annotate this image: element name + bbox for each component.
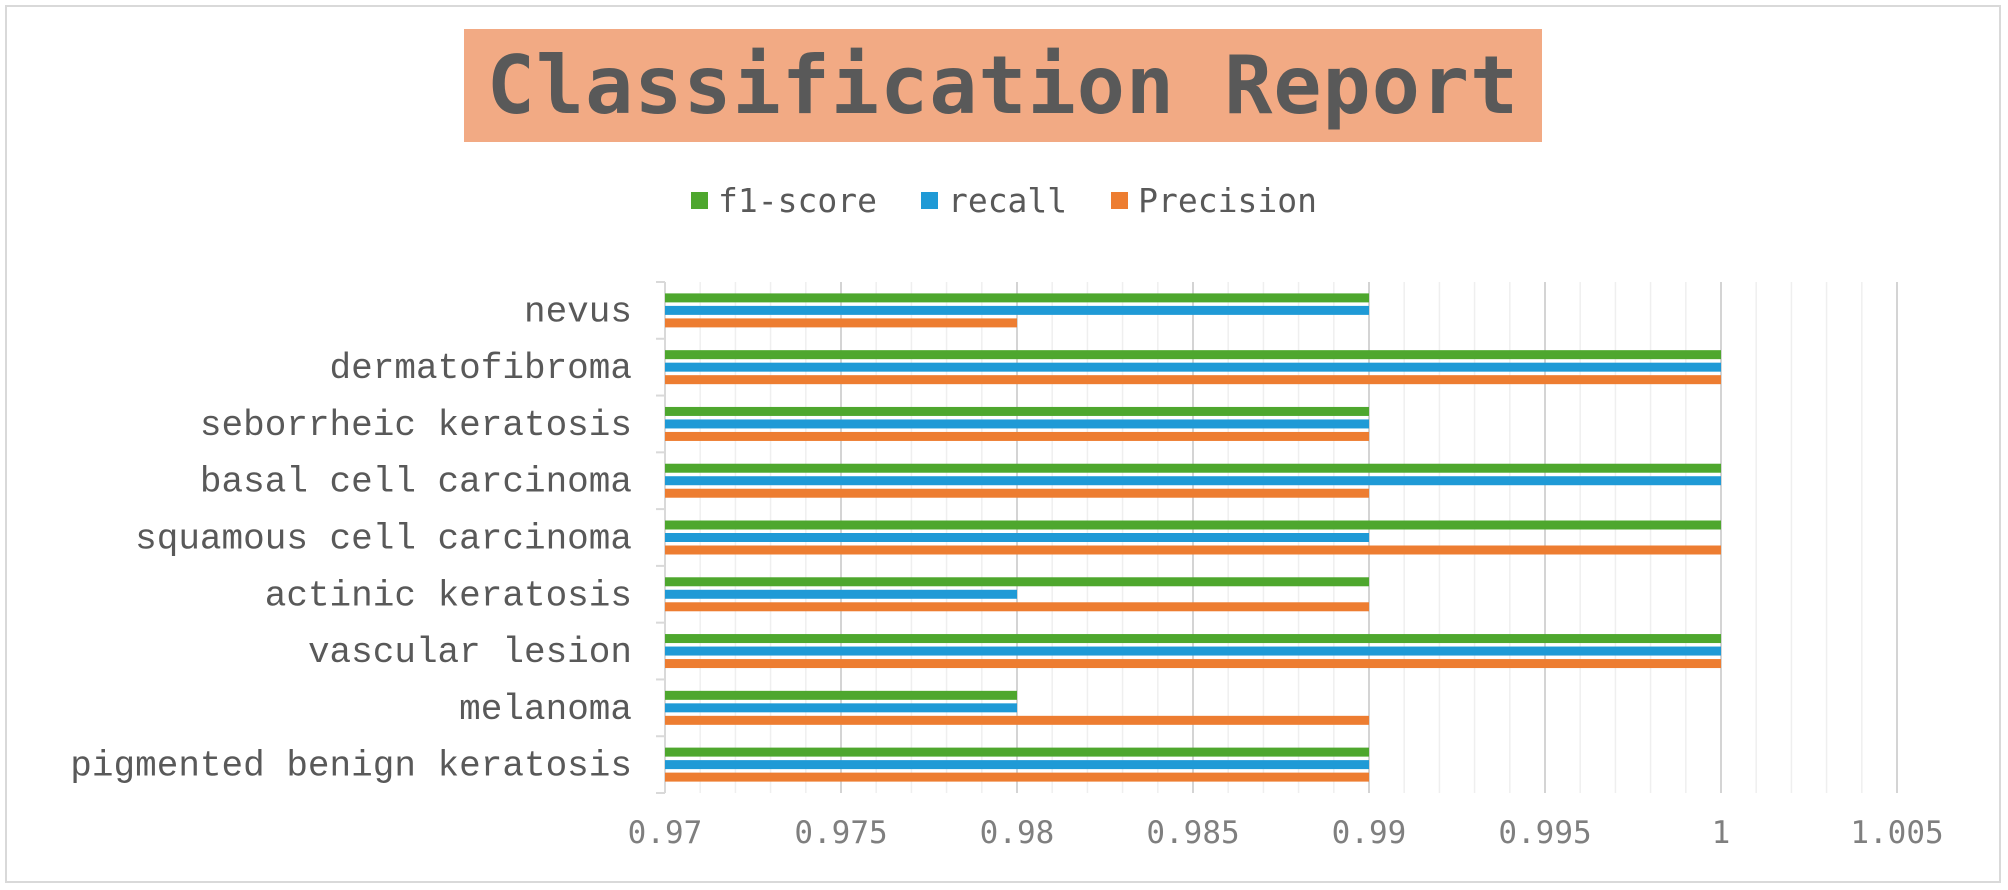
legend-swatch-f1-score — [691, 191, 708, 209]
bar-precision-squamous-cell-carcinoma — [665, 545, 1721, 555]
bar-precision-nevus — [665, 318, 1017, 328]
category-label-squamous-cell-carcinoma: squamous cell carcinoma — [135, 519, 632, 560]
legend-item-recall: recall — [920, 180, 1068, 220]
legend-label-f1-score: f1-score — [718, 180, 877, 220]
legend-label-precision: Precision — [1138, 180, 1317, 220]
legend-item-precision: Precision — [1111, 181, 1317, 220]
chart-title-banner: Classification Report — [464, 29, 1542, 142]
bar-f1-score-pigmented-benign-keratosis — [665, 747, 1369, 757]
category-label-pigmented-benign-keratosis: pigmented benign keratosis — [70, 746, 632, 787]
x-tick-label: 1 — [1712, 815, 1731, 851]
bar-recall-seborrheic-keratosis — [665, 419, 1369, 429]
bar-precision-dermatofibroma — [665, 375, 1721, 385]
category-label-melanoma: melanoma — [459, 689, 632, 730]
bar-precision-melanoma — [665, 715, 1369, 725]
bar-precision-vascular-lesion — [665, 659, 1721, 669]
legend-item-f1-score: f1-score — [691, 181, 877, 220]
category-label-actinic-keratosis: actinic keratosis — [265, 575, 632, 616]
bar-f1-score-squamous-cell-carcinoma — [665, 520, 1721, 530]
bar-f1-score-melanoma — [665, 690, 1017, 700]
bar-recall-squamous-cell-carcinoma — [665, 533, 1369, 542]
chart-frame — [5, 5, 2001, 883]
x-tick-label: 1.005 — [1850, 815, 1943, 851]
legend-swatch-precision — [1111, 191, 1129, 209]
bar-recall-pigmented-benign-keratosis — [665, 760, 1369, 770]
legend-swatch-recall — [920, 191, 938, 209]
category-label-nevus: nevus — [524, 291, 632, 332]
chart-legend: f1-score recall Precision — [0, 178, 2008, 222]
bar-f1-score-vascular-lesion — [665, 634, 1721, 644]
x-tick-label: 0.975 — [794, 815, 887, 851]
bar-precision-seborrheic-keratosis — [665, 431, 1369, 441]
bar-f1-score-nevus — [665, 293, 1369, 303]
bar-recall-basal-cell-carcinoma — [665, 476, 1721, 486]
x-tick-label: 0.98 — [980, 815, 1055, 851]
bar-precision-basal-cell-carcinoma — [665, 488, 1369, 498]
category-label-dermatofibroma: dermatofibroma — [330, 348, 632, 389]
category-label-seborrheic-keratosis: seborrheic keratosis — [200, 405, 632, 446]
category-label-vascular-lesion: vascular lesion — [308, 632, 632, 673]
bar-recall-vascular-lesion — [665, 646, 1721, 656]
bar-f1-score-basal-cell-carcinoma — [665, 463, 1721, 473]
bar-recall-nevus — [665, 305, 1369, 315]
x-tick-label: 0.99 — [1332, 815, 1407, 851]
x-tick-label: 0.995 — [1498, 815, 1591, 851]
legend-label-recall: recall — [947, 180, 1068, 220]
bar-precision-actinic-keratosis — [665, 602, 1369, 612]
bar-recall-melanoma — [665, 703, 1017, 713]
x-tick-label: 0.985 — [1146, 815, 1239, 851]
bar-recall-actinic-keratosis — [665, 589, 1017, 599]
bar-precision-pigmented-benign-keratosis — [665, 772, 1369, 782]
bar-f1-score-actinic-keratosis — [665, 577, 1369, 587]
x-tick-label: 0.97 — [628, 815, 703, 851]
bar-f1-score-seborrheic-keratosis — [665, 406, 1369, 416]
bar-f1-score-dermatofibroma — [665, 350, 1721, 360]
category-label-basal-cell-carcinoma: basal cell carcinoma — [200, 462, 632, 503]
chart-title: Classification Report — [486, 39, 1520, 132]
bar-recall-dermatofibroma — [665, 362, 1721, 372]
